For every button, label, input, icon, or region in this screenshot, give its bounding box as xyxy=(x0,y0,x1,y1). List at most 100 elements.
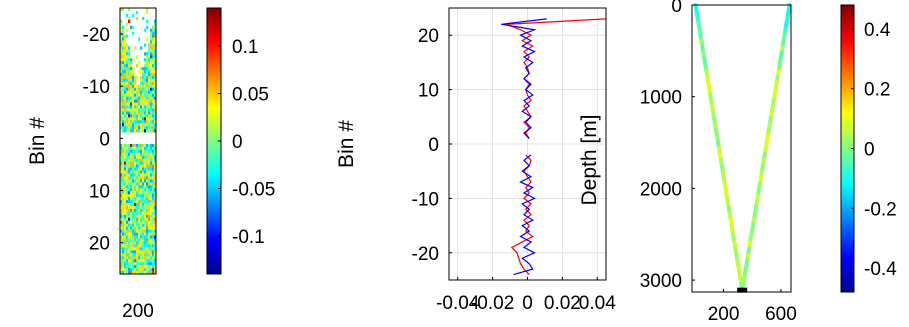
heatmap-cell xyxy=(150,78,153,83)
heatmap-cell xyxy=(124,244,127,248)
heatmap-cell xyxy=(148,152,151,157)
heatmap-cell xyxy=(138,126,141,130)
heatmap-cell xyxy=(152,73,155,77)
heatmap-cell xyxy=(140,268,143,272)
heatmap-cell xyxy=(124,197,127,201)
heatmap-cell xyxy=(138,155,141,160)
heatmap-cell xyxy=(148,167,151,171)
heatmap-cell xyxy=(146,247,149,251)
heatmap-cell xyxy=(128,188,131,192)
line-plot-series xyxy=(501,18,606,276)
heatmap-cell xyxy=(132,120,135,124)
heatmap-cell xyxy=(152,176,155,180)
heatmap-cell xyxy=(130,256,133,260)
heatmap-cell xyxy=(154,108,156,112)
heatmap-cell xyxy=(136,241,139,245)
heatmap-cell xyxy=(124,167,127,171)
heatmap-cell xyxy=(132,191,135,195)
heatmap-cell xyxy=(140,84,143,89)
colorbar-tick-label: 0.2 xyxy=(864,80,890,101)
heatmap-cell xyxy=(148,81,151,86)
heatmap-cell xyxy=(124,52,127,56)
colorbar-tick-label: -0.2 xyxy=(864,199,897,220)
heatmap-cell xyxy=(138,271,141,274)
heatmap-cell xyxy=(146,161,149,165)
heatmap-cell xyxy=(134,232,137,236)
heatmap-cell xyxy=(152,46,155,50)
heatmap-cell xyxy=(126,84,129,89)
heatmap-cell xyxy=(138,99,141,103)
heatmap-cell xyxy=(142,235,145,239)
heatmap-cell xyxy=(154,43,156,47)
heatmap-cell xyxy=(128,96,131,100)
heatmap-cell xyxy=(122,40,125,44)
heatmap-cell xyxy=(148,170,151,174)
heatmap-cell xyxy=(150,155,153,160)
heatmap-cell xyxy=(140,126,143,130)
heatmap-cell xyxy=(152,58,155,62)
heatmap-cell xyxy=(142,191,145,195)
heatmap-cell xyxy=(132,155,135,160)
heatmap-cell xyxy=(122,250,125,254)
heatmap-cell xyxy=(138,173,141,177)
heatmap-cell xyxy=(152,259,155,263)
heatmap-cell xyxy=(130,161,133,165)
heatmap-cell xyxy=(138,211,141,216)
heatmap-cell xyxy=(148,143,151,148)
heatmap-cell xyxy=(120,208,123,213)
heatmap-cell xyxy=(146,114,149,118)
heatmap-cell xyxy=(128,16,131,21)
heatmap-cell xyxy=(146,55,149,59)
heatmap-cell xyxy=(122,34,125,38)
heatmap-cell xyxy=(136,149,139,154)
heatmap-cell xyxy=(142,173,145,177)
heatmap-cell xyxy=(142,259,145,263)
heatmap-cell xyxy=(142,84,145,89)
heatmap-cell xyxy=(138,197,141,201)
heatmap-cell xyxy=(146,229,149,233)
heatmap-cell xyxy=(128,155,131,160)
heatmap-cell xyxy=(134,259,137,263)
heatmap-cell xyxy=(144,197,147,201)
heatmap-cell xyxy=(144,87,147,92)
heatmap-cell xyxy=(144,220,147,225)
heatmap-cell xyxy=(134,108,137,112)
heatmap-cell xyxy=(124,271,127,274)
heatmap-cell xyxy=(150,182,153,186)
heatmap-cell xyxy=(126,220,129,225)
heatmap-cell xyxy=(150,253,153,257)
heatmap-cell xyxy=(128,108,131,112)
heatmap-cell xyxy=(138,167,141,171)
heatmap-cell xyxy=(128,146,131,151)
heatmap-cell xyxy=(142,96,145,100)
heatmap-cell xyxy=(138,253,141,257)
heatmap-cell xyxy=(148,158,151,162)
heatmap-cell xyxy=(132,170,135,174)
heatmap-cell xyxy=(150,229,153,233)
heatmap-cell xyxy=(126,265,129,269)
heatmap-cell xyxy=(122,67,125,71)
heatmap-cell xyxy=(154,78,156,83)
heatmap-cell xyxy=(136,158,139,162)
heatmap-cell xyxy=(126,146,129,151)
heatmap-cell xyxy=(130,265,133,269)
heatmap-cell xyxy=(120,176,123,180)
heatmap-cell xyxy=(146,197,149,201)
heatmap-cell xyxy=(152,217,155,222)
heatmap-cell xyxy=(128,70,131,74)
heatmap-cell xyxy=(124,241,127,245)
heatmap-cell xyxy=(150,262,153,266)
heatmap-cell xyxy=(132,188,135,192)
heatmap-cell xyxy=(126,102,129,106)
heatmap-cell xyxy=(152,203,155,207)
heatmap-cell xyxy=(132,176,135,180)
heatmap-cell xyxy=(128,161,131,165)
heatmap-cell xyxy=(126,161,129,165)
heatmap-cell xyxy=(128,206,131,210)
heatmap-cell xyxy=(152,206,155,210)
heatmap-cell xyxy=(128,217,131,222)
heatmap-cell xyxy=(120,170,123,174)
heatmap-cell xyxy=(136,93,139,97)
heatmap-cell xyxy=(122,108,125,112)
heatmap-cell xyxy=(122,185,125,189)
